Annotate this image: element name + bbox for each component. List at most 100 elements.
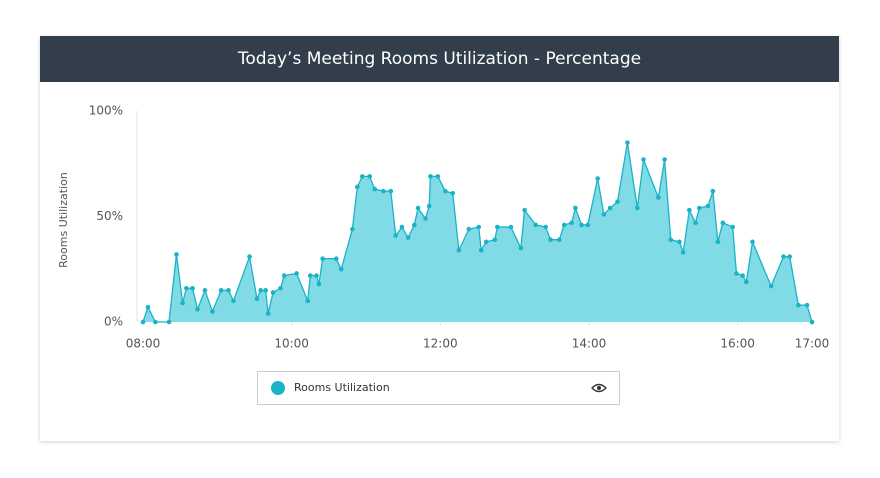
point bbox=[781, 254, 786, 259]
point bbox=[804, 302, 810, 308]
point bbox=[350, 226, 355, 232]
x-tick-label: 10:00 bbox=[274, 337, 309, 351]
point bbox=[720, 220, 726, 226]
point bbox=[140, 319, 146, 325]
point bbox=[796, 302, 801, 308]
point bbox=[355, 184, 360, 190]
point bbox=[270, 290, 276, 295]
point bbox=[320, 256, 325, 262]
point bbox=[399, 224, 405, 230]
point bbox=[543, 224, 548, 230]
point bbox=[615, 199, 620, 205]
legend-marker bbox=[271, 381, 285, 395]
x-tick-label: 16:00 bbox=[720, 337, 755, 351]
point bbox=[607, 205, 613, 211]
point bbox=[305, 298, 311, 304]
point bbox=[680, 250, 686, 255]
point bbox=[677, 239, 682, 245]
point bbox=[145, 304, 151, 310]
point bbox=[367, 174, 373, 179]
x-tick-label: 08:00 bbox=[126, 337, 161, 351]
point bbox=[518, 245, 524, 251]
point bbox=[492, 237, 498, 243]
point bbox=[316, 281, 322, 287]
point bbox=[426, 203, 432, 209]
point bbox=[478, 247, 484, 253]
point bbox=[278, 285, 283, 291]
eye-pupil[interactable] bbox=[597, 386, 601, 390]
y-tick-label: 100% bbox=[89, 104, 123, 118]
point bbox=[585, 222, 591, 228]
point bbox=[595, 176, 600, 181]
point bbox=[195, 307, 200, 312]
card-header: Today’s Meeting Rooms Utilization - Perc… bbox=[40, 36, 839, 82]
point bbox=[656, 195, 661, 200]
point bbox=[641, 157, 646, 162]
point bbox=[508, 224, 514, 230]
point bbox=[687, 207, 692, 213]
eye-icon[interactable] bbox=[591, 383, 607, 393]
y-tick-label: 0% bbox=[104, 315, 123, 329]
point bbox=[153, 319, 158, 325]
area bbox=[143, 142, 812, 322]
point bbox=[333, 256, 339, 262]
point bbox=[412, 222, 417, 228]
point bbox=[787, 254, 792, 259]
point bbox=[696, 205, 702, 211]
point bbox=[662, 157, 667, 162]
point bbox=[423, 216, 428, 221]
point bbox=[483, 239, 489, 245]
point bbox=[314, 273, 319, 278]
point bbox=[210, 309, 215, 314]
point bbox=[247, 254, 252, 259]
point bbox=[561, 222, 567, 228]
point bbox=[522, 207, 527, 213]
point bbox=[263, 288, 268, 293]
point bbox=[231, 298, 236, 304]
point bbox=[258, 288, 263, 293]
point bbox=[388, 188, 394, 194]
point bbox=[265, 311, 271, 316]
legend-label: Rooms Utilization bbox=[294, 381, 390, 394]
point bbox=[744, 279, 749, 285]
point bbox=[428, 174, 433, 179]
point bbox=[415, 205, 421, 211]
y-axis-title: Rooms Utilization bbox=[57, 172, 70, 268]
point bbox=[750, 239, 755, 245]
point bbox=[184, 285, 189, 291]
x-tick-label: 17:00 bbox=[795, 337, 830, 351]
point bbox=[393, 233, 399, 238]
point bbox=[180, 300, 185, 306]
point bbox=[715, 239, 721, 245]
point bbox=[625, 140, 630, 145]
point bbox=[174, 252, 179, 257]
point bbox=[705, 203, 711, 209]
point bbox=[294, 271, 299, 276]
point bbox=[476, 224, 482, 230]
point bbox=[693, 220, 698, 226]
point bbox=[307, 273, 313, 278]
point bbox=[372, 186, 377, 192]
point bbox=[730, 224, 736, 230]
legend-toggle[interactable] bbox=[591, 383, 607, 393]
point bbox=[338, 266, 344, 272]
point bbox=[202, 288, 208, 293]
point bbox=[456, 247, 462, 253]
point bbox=[495, 224, 500, 230]
point bbox=[548, 237, 553, 243]
y-tick-label: 50% bbox=[96, 209, 123, 223]
point bbox=[466, 226, 472, 232]
legend bbox=[257, 371, 620, 405]
point bbox=[381, 188, 386, 194]
point bbox=[226, 288, 231, 293]
point bbox=[740, 273, 745, 278]
point bbox=[710, 188, 716, 194]
point bbox=[569, 220, 574, 226]
point bbox=[533, 222, 539, 228]
point bbox=[734, 271, 739, 276]
point bbox=[668, 237, 674, 243]
point bbox=[768, 283, 774, 289]
x-tick-label: 12:00 bbox=[423, 337, 458, 351]
point bbox=[405, 235, 411, 240]
